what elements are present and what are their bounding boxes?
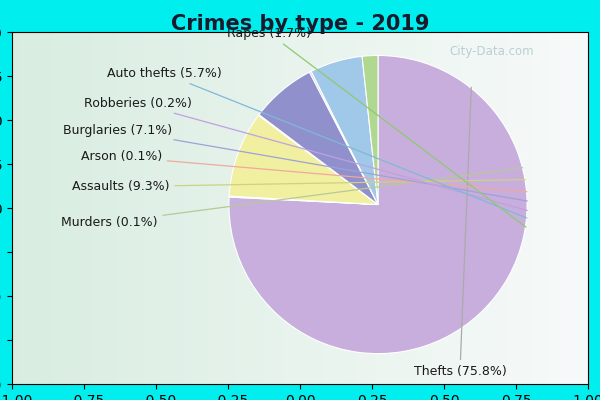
Wedge shape	[310, 71, 378, 204]
Text: Thefts (75.8%): Thefts (75.8%)	[413, 87, 506, 378]
Text: Auto thefts (5.7%): Auto thefts (5.7%)	[107, 67, 527, 218]
Text: Murders (0.1%): Murders (0.1%)	[61, 168, 523, 229]
Wedge shape	[362, 56, 378, 204]
Wedge shape	[229, 196, 378, 204]
Text: Arson (0.1%): Arson (0.1%)	[80, 150, 527, 192]
Text: City-Data.com: City-Data.com	[449, 46, 535, 58]
Text: Crimes by type - 2019: Crimes by type - 2019	[171, 14, 429, 34]
Text: Robberies (0.2%): Robberies (0.2%)	[84, 97, 527, 210]
Wedge shape	[259, 115, 378, 204]
Wedge shape	[229, 56, 527, 354]
Wedge shape	[259, 72, 378, 204]
Text: Burglaries (7.1%): Burglaries (7.1%)	[63, 124, 527, 201]
Text: Rapes (1.7%): Rapes (1.7%)	[227, 26, 526, 227]
Wedge shape	[229, 116, 378, 204]
Text: Assaults (9.3%): Assaults (9.3%)	[72, 180, 525, 193]
Wedge shape	[311, 56, 378, 204]
